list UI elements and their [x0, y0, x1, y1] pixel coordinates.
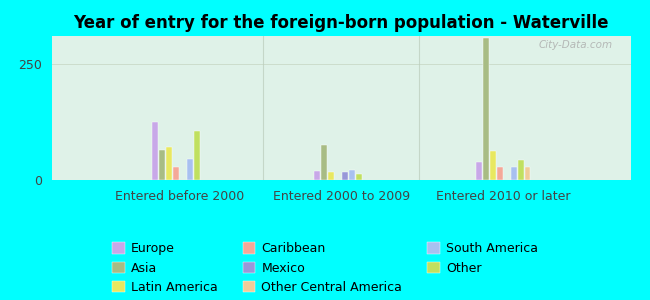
Bar: [497, 167, 502, 180]
Bar: [348, 170, 355, 180]
Bar: [187, 159, 192, 180]
Bar: [342, 172, 348, 180]
Bar: [328, 172, 334, 180]
Bar: [476, 162, 482, 180]
Bar: [152, 122, 158, 180]
Bar: [356, 174, 361, 180]
Legend: Europe, Asia, Latin America, Caribbean, Mexico, Other Central America, South Ame: Europe, Asia, Latin America, Caribbean, …: [112, 242, 538, 294]
Bar: [159, 150, 165, 180]
Bar: [321, 145, 327, 180]
Bar: [166, 148, 172, 180]
Bar: [511, 167, 517, 180]
Bar: [194, 131, 200, 180]
Bar: [525, 167, 530, 180]
Bar: [517, 160, 523, 180]
Title: Year of entry for the foreign-born population - Waterville: Year of entry for the foreign-born popul…: [73, 14, 609, 32]
Text: City-Data.com: City-Data.com: [539, 40, 613, 50]
Bar: [314, 171, 320, 180]
Bar: [483, 38, 489, 180]
Bar: [173, 167, 179, 180]
Bar: [490, 151, 496, 180]
